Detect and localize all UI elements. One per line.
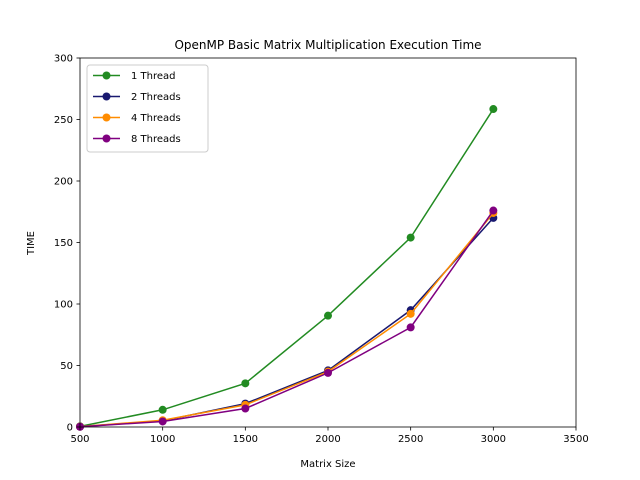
x-tick-label: 3000 [481, 434, 506, 445]
series-4 [76, 206, 498, 431]
series-2 [76, 213, 498, 431]
x-tick-label: 500 [70, 434, 89, 445]
data-point [324, 311, 332, 320]
data-point [406, 323, 415, 332]
data-point [241, 404, 250, 413]
series-line [79, 217, 494, 428]
y-tick-label: 250 [54, 115, 73, 126]
legend-label: 8 Threads [131, 134, 181, 145]
data-point [489, 206, 498, 215]
series-line [79, 212, 494, 428]
series-1 [76, 105, 498, 431]
x-tick-label: 1500 [233, 434, 258, 445]
legend-label: 2 Threads [131, 92, 181, 103]
legend-box [86, 64, 209, 153]
data-point [158, 417, 167, 426]
y-axis: 0 50 100 150 200 250 300 [54, 54, 80, 434]
legend-item: 2 Threads [93, 92, 181, 103]
y-tick-label: 0 [67, 423, 73, 434]
data-point [406, 233, 415, 242]
y-tick-label: 300 [54, 54, 73, 65]
x-tick-label: 2000 [315, 434, 340, 445]
legend-marker [102, 134, 111, 143]
legend: 1 Thread 2 Threads 4 Threads 8 Threads [86, 64, 209, 153]
legend-marker [102, 92, 111, 101]
x-axis: 500 1000 1500 2000 2500 3000 3500 [70, 427, 589, 445]
data-point [158, 405, 167, 414]
legend-marker [102, 71, 111, 80]
x-tick-label: 1000 [150, 434, 175, 445]
x-axis-label: Matrix Size [300, 459, 355, 470]
legend-item: 1 Thread [93, 71, 176, 82]
y-tick-label: 50 [60, 361, 73, 372]
y-tick-label: 200 [54, 177, 73, 188]
legend-label: 1 Thread [131, 71, 176, 82]
data-point [324, 368, 332, 377]
legend-item: 4 Threads [93, 113, 181, 124]
y-tick-label: 100 [54, 300, 73, 311]
series-3 [76, 208, 498, 431]
data-point [241, 379, 250, 388]
data-point [406, 309, 415, 318]
x-tick-label: 2500 [398, 434, 423, 445]
y-tick-label: 150 [54, 238, 73, 249]
data-point [489, 105, 498, 114]
series-line [79, 210, 494, 428]
series-line [79, 108, 494, 428]
legend-item: 8 Threads [93, 134, 181, 145]
legend-marker [102, 113, 111, 122]
chart-title: OpenMP Basic Matrix Multiplication Execu… [174, 38, 481, 52]
y-axis-label: TIME [26, 231, 37, 256]
x-tick-label: 3500 [563, 434, 588, 445]
legend-label: 4 Threads [131, 113, 181, 124]
